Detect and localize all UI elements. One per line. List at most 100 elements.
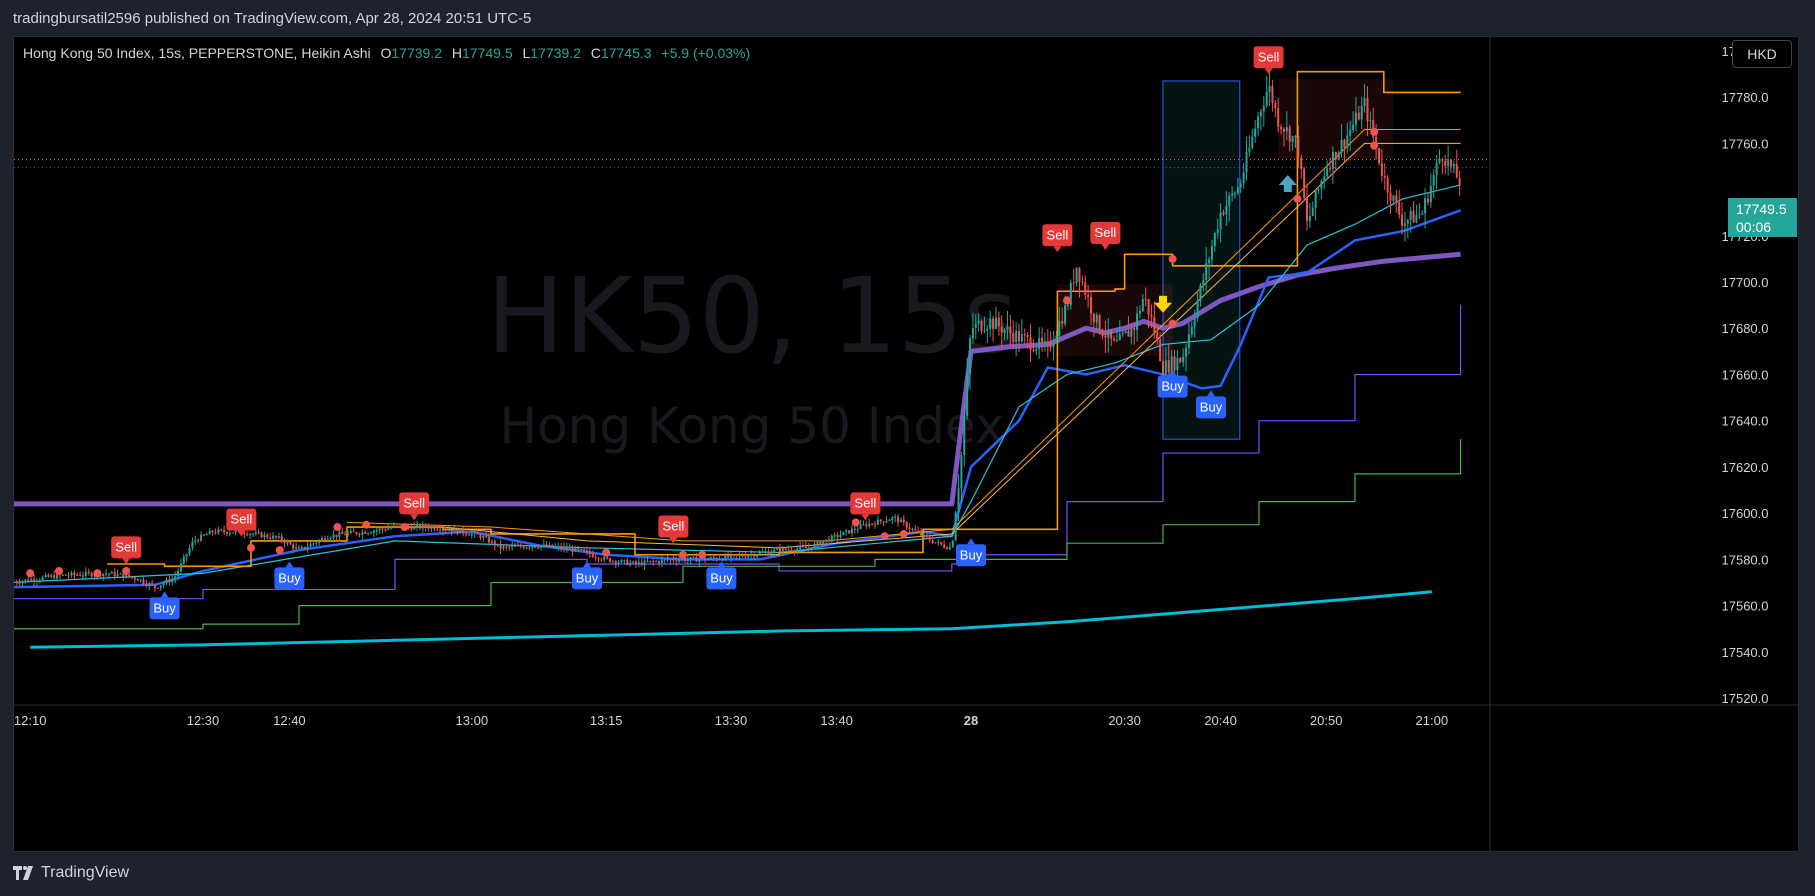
candle-body [1193, 317, 1196, 327]
candle-body [398, 525, 401, 527]
x-tick-label: 20:30 [1108, 713, 1141, 728]
candle-body [295, 547, 298, 549]
candle-body [1222, 212, 1225, 215]
signal-dot-14 [899, 529, 908, 538]
candle-body [730, 554, 732, 558]
candle-body [865, 524, 868, 527]
plot-area: HK50, 15s Hong Kong 50 Index Sell Sell Sell S… [14, 46, 1490, 649]
signal-label-tail [410, 514, 419, 521]
candle-body [1176, 358, 1179, 371]
candle-body [266, 534, 269, 538]
y-tick-label: 17540.0 [1722, 645, 1769, 660]
candle-body [969, 338, 972, 374]
candle-body [1127, 330, 1130, 337]
candle-body [349, 531, 352, 534]
candle-body [1248, 147, 1251, 152]
price-chart[interactable]: HK50, 15s Hong Kong 50 Index Sell Sell Sell S… [0, 0, 1815, 852]
candle-body [620, 559, 623, 563]
candle-body [226, 532, 228, 534]
candle-body [1179, 358, 1182, 363]
candle-body [107, 573, 110, 575]
candle-body [1032, 349, 1035, 351]
candle-body [747, 555, 750, 558]
publish-info: tradingbursatil2596 published on Trading… [13, 10, 532, 27]
candle-body [84, 571, 87, 576]
candle-body [813, 543, 816, 549]
candle-body [712, 557, 715, 559]
buy-signal-label-14: Buy [1196, 390, 1226, 419]
candle-body [1020, 334, 1023, 342]
candle-body [1429, 185, 1432, 203]
candle-body [154, 584, 156, 588]
signal-label-tail [717, 561, 726, 568]
candle-body [706, 558, 709, 561]
candle-body [476, 532, 479, 535]
candle-body [715, 558, 718, 560]
candle-body [1170, 356, 1173, 373]
symbol-legend: Hong Kong 50 Index, 15s, PEPPERSTONE, He… [23, 45, 750, 61]
candle-body [1398, 202, 1401, 215]
candle-body [802, 546, 804, 548]
candle-body [355, 532, 358, 535]
candle-body [467, 534, 470, 536]
candle-body [992, 318, 995, 329]
x-tick-label: 13:40 [820, 713, 853, 728]
candle-body [1320, 181, 1323, 189]
currency-button[interactable]: HKD [1732, 40, 1792, 68]
candle-body [442, 529, 444, 531]
sell-signal-label-7: Sell [1253, 46, 1284, 75]
candle-body [1095, 314, 1098, 323]
candle-body [804, 546, 807, 548]
candle-body [874, 523, 876, 525]
candle-body [418, 524, 421, 529]
candle-body [1412, 211, 1415, 223]
x-tick-label: 13:30 [715, 713, 748, 728]
candle-body [776, 548, 779, 550]
candle-body [260, 532, 263, 538]
candle-body [148, 583, 151, 586]
candle-body [416, 524, 419, 526]
candle-body [1441, 158, 1444, 161]
candle-body [562, 547, 565, 549]
candle-body [44, 575, 47, 578]
candle-body [899, 519, 902, 523]
candle-body [185, 554, 188, 557]
candle-body [611, 560, 614, 562]
candle-body [1038, 337, 1041, 349]
candle-body [321, 538, 324, 541]
signal-label-bg [658, 515, 689, 538]
candle-body [537, 547, 540, 549]
candle-body [1118, 333, 1121, 341]
candle-body [234, 530, 237, 533]
signal-dot-3 [122, 566, 131, 575]
candle-body [462, 528, 465, 534]
candle-body [1000, 326, 1003, 333]
candle-body [738, 555, 741, 557]
y-tick-label: 17780.0 [1722, 90, 1769, 105]
candle-body [1426, 198, 1429, 203]
candle-body [908, 527, 911, 529]
candle-body [1136, 313, 1139, 330]
signal-dot-2 [93, 569, 102, 578]
signal-dot-15 [1063, 296, 1071, 305]
candle-body [1006, 326, 1009, 330]
candle-body [479, 534, 482, 538]
candle-body [1098, 314, 1101, 332]
candle-body [1110, 329, 1113, 339]
candle-body [848, 530, 851, 534]
tradingview-brand[interactable]: TradingView [13, 864, 129, 882]
candle-body [914, 528, 917, 531]
candle-body [171, 578, 174, 583]
candle-body [922, 534, 925, 536]
candle-body [300, 546, 303, 549]
candle-body [554, 546, 557, 548]
signal-dot-18 [1293, 194, 1302, 203]
candle-body [485, 536, 488, 538]
signal-dot-16 [1168, 254, 1177, 263]
candle-body [560, 546, 563, 549]
candle-body [1069, 282, 1072, 306]
chart-frame[interactable] [13, 36, 1799, 852]
candle-body [692, 556, 695, 558]
signal-label-text: Buy [710, 570, 733, 585]
tradingview-logo-icon [13, 866, 33, 880]
